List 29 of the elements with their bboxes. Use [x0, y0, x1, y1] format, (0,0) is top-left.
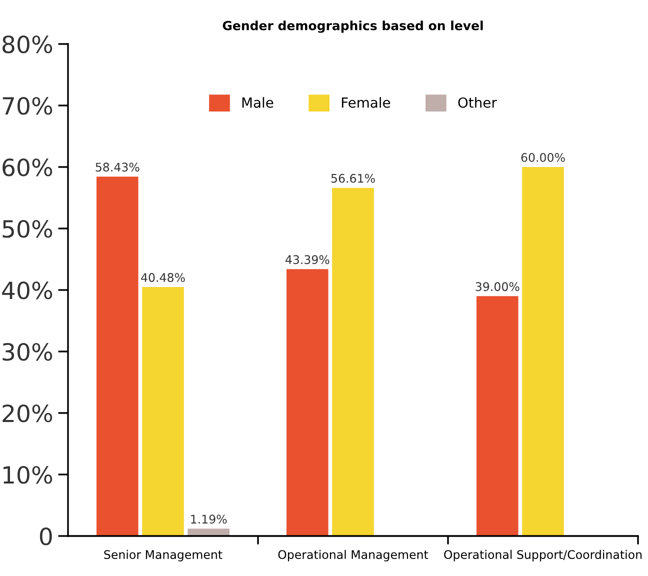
bar: [286, 269, 328, 536]
data-label: 1.19%: [191, 514, 227, 524]
data-label: 56.61%: [331, 174, 375, 183]
data-label: 39.00%: [476, 282, 520, 292]
bar: [522, 167, 564, 536]
data-label: 58.43%: [96, 162, 140, 172]
data-label: 60.00%: [521, 153, 565, 162]
legend-label: Male: [242, 97, 274, 108]
y-tick-label: 10%: [4, 466, 52, 484]
bar: [142, 287, 184, 536]
y-tick-label: 60%: [2, 158, 52, 176]
legend-label: Other: [458, 97, 497, 108]
y-tick-label: 30%: [2, 342, 52, 361]
y-tick-label: 70%: [2, 96, 52, 115]
data-label: 43.39%: [285, 255, 330, 264]
legend-label: Female: [342, 97, 390, 108]
y-tick-label: 20%: [2, 404, 52, 422]
y-tick-label: 0: [40, 527, 52, 546]
bar: [96, 176, 138, 536]
bar: [332, 188, 374, 536]
data-label: 40.48%: [141, 273, 185, 282]
x-tick-label: Operational Management: [278, 550, 428, 562]
y-tick-label: 40%: [2, 281, 52, 300]
x-tick-label: Operational Support/Coordination: [444, 550, 642, 562]
y-tick-label: 80%: [2, 35, 52, 54]
y-tick-label: 50%: [2, 220, 52, 238]
bar: [476, 296, 518, 536]
chart-title: Gender demographics based on level: [222, 20, 483, 33]
x-tick-label: Senior Management: [104, 550, 222, 562]
